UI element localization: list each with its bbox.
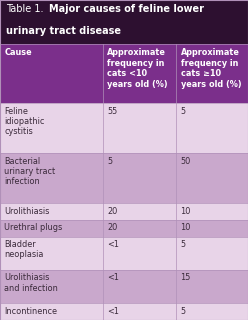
- Bar: [0, 237, 248, 270]
- Bar: [0, 44, 248, 103]
- Text: <1: <1: [107, 240, 119, 249]
- Text: 10: 10: [181, 223, 191, 232]
- Text: 55: 55: [107, 107, 118, 116]
- Text: Urolithiasis: Urolithiasis: [4, 206, 50, 216]
- Text: Urolithiasis
and infection: Urolithiasis and infection: [4, 273, 58, 292]
- Text: Bacterial
urinary tract
infection: Bacterial urinary tract infection: [4, 156, 56, 186]
- Text: Feline
idiopathic
cystitis: Feline idiopathic cystitis: [4, 107, 45, 136]
- Text: Incontinence: Incontinence: [4, 307, 58, 316]
- Text: <1: <1: [107, 307, 119, 316]
- Bar: [0, 220, 248, 237]
- Text: Table 1.: Table 1.: [6, 4, 47, 14]
- Text: Urethral plugs: Urethral plugs: [4, 223, 63, 232]
- Bar: [0, 153, 248, 203]
- Bar: [0, 0, 248, 44]
- Bar: [0, 270, 248, 303]
- Text: Cause: Cause: [4, 48, 32, 57]
- Text: 5: 5: [181, 107, 186, 116]
- Text: 20: 20: [107, 223, 118, 232]
- Text: Bladder
neoplasia: Bladder neoplasia: [4, 240, 44, 259]
- Text: Approximate
frequency in
cats ≥10
years old (%): Approximate frequency in cats ≥10 years …: [181, 48, 241, 89]
- Bar: [0, 103, 248, 153]
- Text: 15: 15: [181, 273, 191, 282]
- Text: 5: 5: [181, 240, 186, 249]
- Text: Approximate
frequency in
cats <10
years old (%): Approximate frequency in cats <10 years …: [107, 48, 168, 89]
- Text: <1: <1: [107, 273, 119, 282]
- Text: Major causes of feline lower: Major causes of feline lower: [49, 4, 204, 14]
- Bar: [0, 303, 248, 320]
- Text: 20: 20: [107, 206, 118, 216]
- Text: 10: 10: [181, 206, 191, 216]
- Text: urinary tract disease: urinary tract disease: [6, 26, 121, 36]
- Bar: [0, 203, 248, 220]
- Text: 5: 5: [181, 307, 186, 316]
- Text: 5: 5: [107, 156, 113, 165]
- Text: 50: 50: [181, 156, 191, 165]
